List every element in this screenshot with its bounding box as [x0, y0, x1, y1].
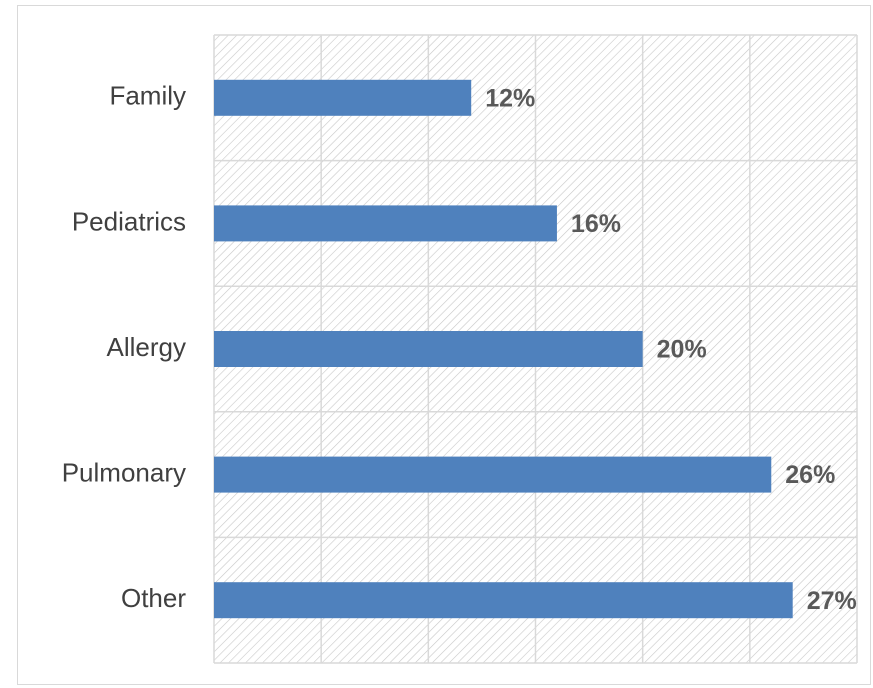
bar: [214, 79, 472, 116]
bar: [214, 205, 557, 242]
data-label: 27%: [807, 587, 857, 615]
bar: [214, 331, 643, 367]
bar: [214, 582, 793, 619]
y-tick-label: Allergy: [107, 332, 186, 362]
y-tick-label: Pediatrics: [72, 206, 186, 236]
y-tick-label: Pulmonary: [62, 457, 186, 487]
data-label: 26%: [785, 461, 835, 489]
data-label: 12%: [485, 84, 535, 112]
bar: [214, 456, 772, 493]
data-label: 16%: [571, 210, 621, 238]
y-tick-label: Family: [109, 81, 186, 111]
data-label: 20%: [657, 336, 707, 364]
y-tick-label: Other: [121, 583, 186, 613]
